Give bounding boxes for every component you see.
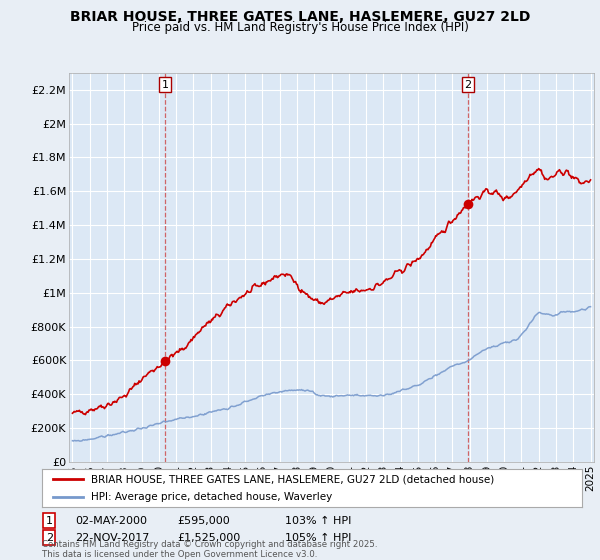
Text: £1,525,000: £1,525,000 (177, 533, 240, 543)
Text: 2: 2 (464, 80, 472, 90)
Text: £595,000: £595,000 (177, 516, 230, 526)
Text: BRIAR HOUSE, THREE GATES LANE, HASLEMERE, GU27 2LD: BRIAR HOUSE, THREE GATES LANE, HASLEMERE… (70, 10, 530, 24)
Text: 22-NOV-2017: 22-NOV-2017 (75, 533, 149, 543)
Text: 103% ↑ HPI: 103% ↑ HPI (285, 516, 352, 526)
Text: Contains HM Land Registry data © Crown copyright and database right 2025.
This d: Contains HM Land Registry data © Crown c… (42, 540, 377, 559)
Text: 105% ↑ HPI: 105% ↑ HPI (285, 533, 352, 543)
Text: BRIAR HOUSE, THREE GATES LANE, HASLEMERE, GU27 2LD (detached house): BRIAR HOUSE, THREE GATES LANE, HASLEMERE… (91, 474, 494, 484)
Text: 1: 1 (46, 516, 53, 526)
Text: HPI: Average price, detached house, Waverley: HPI: Average price, detached house, Wave… (91, 492, 332, 502)
Text: 02-MAY-2000: 02-MAY-2000 (75, 516, 147, 526)
Text: Price paid vs. HM Land Registry's House Price Index (HPI): Price paid vs. HM Land Registry's House … (131, 21, 469, 34)
Text: 1: 1 (161, 80, 169, 90)
Text: 2: 2 (46, 533, 53, 543)
